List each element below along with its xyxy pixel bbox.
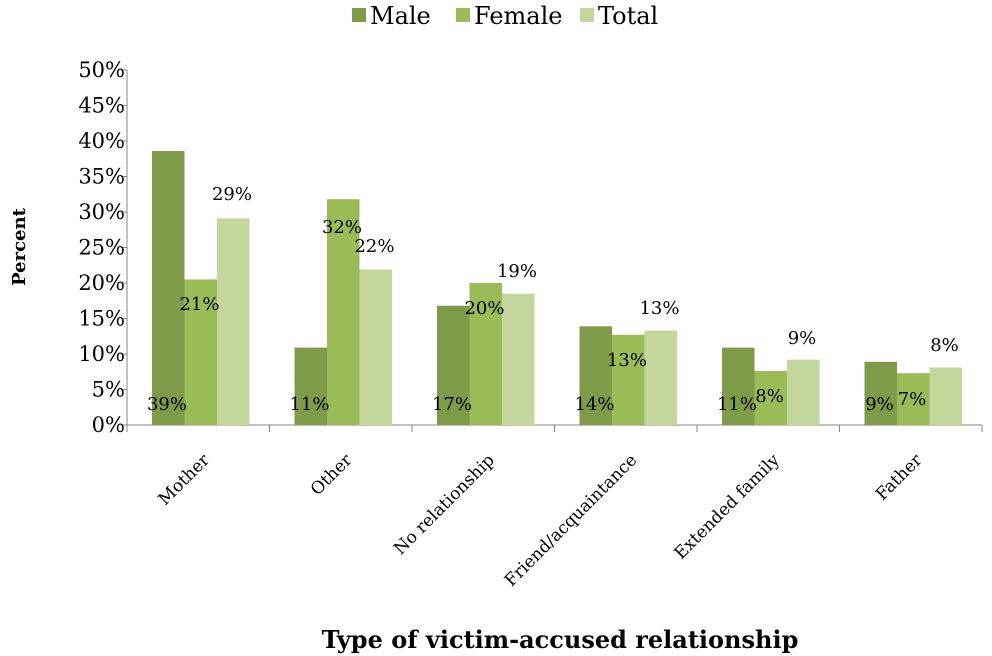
- y-tick-label: 0%: [92, 413, 125, 437]
- bar-female: [184, 279, 217, 425]
- y-tick-label: 5%: [92, 378, 125, 402]
- x-category-label: Extended family: [671, 450, 784, 563]
- y-tick-label: 40%: [78, 129, 125, 153]
- x-axis-title: Type of victim-accused relationship: [322, 625, 799, 654]
- legend-swatch-male: [352, 8, 366, 22]
- y-axis: 0% 5% 10% 15% 20% 25% 30% 35% 40% 45% 50%: [78, 58, 128, 437]
- bar-male: [579, 326, 612, 425]
- bar-male: [152, 150, 185, 425]
- data-label: 11%: [289, 394, 329, 415]
- x-category-label: Mother: [155, 450, 215, 510]
- bar-total: [359, 269, 392, 425]
- bar-total: [929, 367, 962, 425]
- bars: [152, 150, 962, 425]
- bar-total: [217, 218, 250, 425]
- bar-total: [644, 330, 677, 425]
- data-label: 8%: [930, 335, 959, 356]
- y-tick-label: 30%: [78, 200, 125, 224]
- data-label: 13%: [639, 298, 679, 319]
- y-axis-title: Percent: [9, 207, 30, 285]
- data-label: 7%: [898, 389, 927, 410]
- data-label: 21%: [179, 294, 219, 315]
- legend: Male Female Total: [352, 2, 658, 30]
- data-label: 20%: [464, 298, 504, 319]
- y-tick-label: 25%: [78, 236, 125, 260]
- y-tick-label: 35%: [78, 165, 125, 189]
- bar-female: [612, 334, 645, 425]
- data-label: 32%: [322, 217, 362, 238]
- bar-female: [469, 283, 502, 425]
- bar-female: [754, 371, 787, 425]
- data-label: 17%: [432, 394, 472, 415]
- x-category-label: Friend/acquaintance: [501, 450, 641, 590]
- bar-female: [327, 199, 360, 425]
- x-category-label: No relationship: [390, 450, 499, 559]
- y-tick-label: 15%: [78, 307, 125, 331]
- data-label: 8%: [755, 386, 784, 407]
- data-label: 19%: [497, 261, 537, 282]
- bar-total: [502, 293, 535, 425]
- legend-swatch-total: [580, 8, 594, 22]
- bar-total: [787, 359, 820, 425]
- x-category-label: Other: [307, 450, 357, 500]
- data-label: 13%: [607, 350, 647, 371]
- data-label: 9%: [788, 328, 817, 349]
- legend-label-male: Male: [370, 2, 431, 30]
- bar-male: [437, 305, 470, 425]
- bar-male: [722, 347, 755, 425]
- y-tick-label: 45%: [78, 94, 125, 118]
- data-labels: 39%21%29%11%32%22%17%20%19%14%13%13%11%8…: [147, 184, 959, 415]
- y-tick-label: 20%: [78, 271, 125, 295]
- data-label: 29%: [212, 184, 252, 205]
- bar-male: [294, 347, 327, 425]
- legend-swatch-female: [456, 8, 470, 22]
- y-tick-label: 10%: [78, 342, 125, 366]
- data-label: 22%: [354, 236, 394, 257]
- data-label: 39%: [147, 394, 187, 415]
- x-axis: Mother Other No relationship Friend/acquain…: [126, 424, 983, 591]
- data-label: 9%: [865, 394, 894, 415]
- x-category-label: Father: [872, 450, 927, 505]
- data-label: 11%: [717, 394, 757, 415]
- legend-label-female: Female: [474, 2, 563, 30]
- y-tick-label: 50%: [78, 58, 125, 82]
- legend-label-total: Total: [598, 2, 658, 30]
- bar-male: [864, 361, 897, 425]
- data-label: 14%: [574, 394, 614, 415]
- bar-female: [897, 373, 930, 425]
